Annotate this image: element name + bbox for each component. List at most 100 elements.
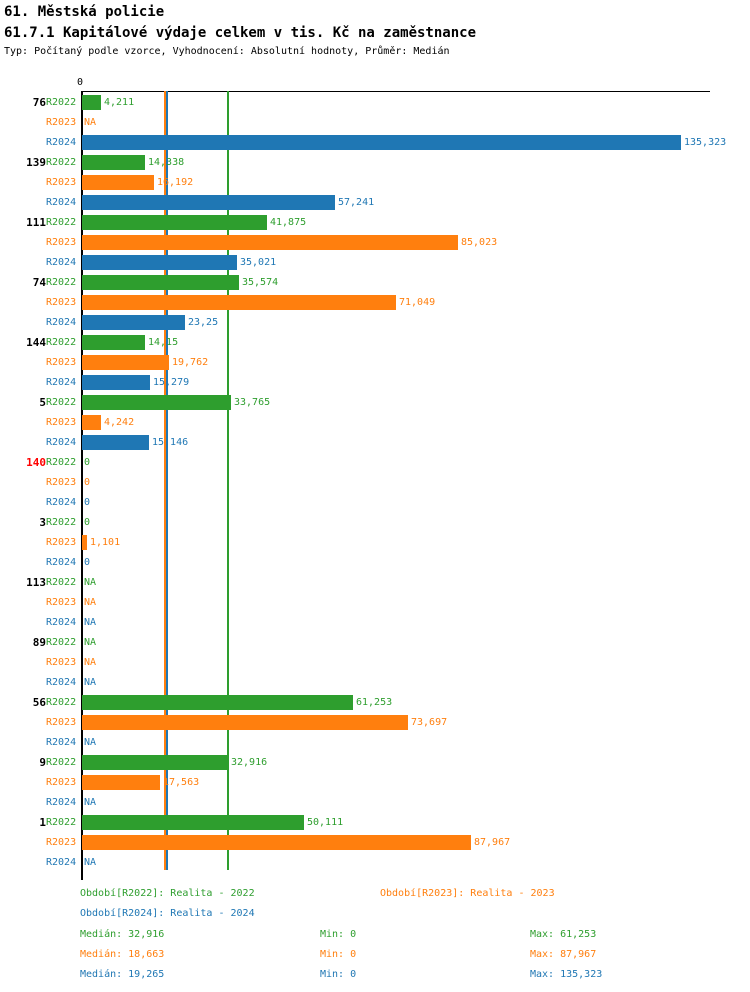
bar-value-label: 4,242 — [104, 417, 135, 428]
bar-value-label: 35,021 — [240, 257, 277, 268]
legend-entry-1: Období[R2022]: Realita - 2022 — [80, 888, 255, 899]
group-label-140: 140 — [26, 456, 46, 469]
bar-value-label: 15,279 — [153, 377, 190, 388]
series-label-r2022: R2022 — [46, 817, 77, 828]
group-label-5: 5 — [39, 396, 46, 409]
bar-r2024 — [82, 435, 149, 450]
series-label-r2022: R2022 — [46, 457, 77, 468]
series-label-r2024: R2024 — [46, 797, 77, 808]
median-line-r2024 — [166, 91, 168, 870]
series-label-r2024: R2024 — [46, 737, 77, 748]
series-label-r2023: R2023 — [46, 477, 77, 488]
bar-value-label: 19,762 — [172, 357, 209, 368]
bar-r2022 — [82, 395, 231, 410]
series-label-r2023: R2023 — [46, 237, 77, 248]
bar-r2022 — [82, 215, 267, 230]
bar-value-label: 0 — [84, 477, 91, 488]
bar-value-label: NA — [84, 597, 97, 608]
bar-value-label: 61,253 — [356, 697, 393, 708]
group-label-74: 74 — [32, 276, 46, 289]
series-label-r2023: R2023 — [46, 597, 77, 608]
bar-value-label: 87,967 — [474, 837, 511, 848]
series-label-r2022: R2022 — [46, 757, 77, 768]
bar-value-label: NA — [84, 677, 97, 688]
stat-max-1: Max: 61,253 — [530, 929, 597, 940]
median-line-r2023 — [164, 91, 166, 870]
series-label-r2024: R2024 — [46, 197, 77, 208]
bar-r2022 — [82, 155, 145, 170]
bar-r2023 — [82, 775, 160, 790]
stat-max-3: Max: 135,323 — [530, 969, 603, 980]
series-label-r2023: R2023 — [46, 417, 77, 428]
bar-value-label: 4,211 — [104, 97, 135, 108]
bar-value-label: 41,875 — [270, 217, 307, 228]
bar-value-label: 73,697 — [411, 717, 448, 728]
bar-value-label: 0 — [84, 497, 91, 508]
series-label-r2023: R2023 — [46, 837, 77, 848]
series-label-r2022: R2022 — [46, 517, 77, 528]
bar-r2023 — [82, 235, 458, 250]
group-label-144: 144 — [26, 336, 46, 349]
group-label-113: 113 — [26, 576, 46, 589]
group-label-76: 76 — [32, 96, 46, 109]
bar-value-label: 16,192 — [157, 177, 194, 188]
series-label-r2022: R2022 — [46, 157, 77, 168]
series-label-r2022: R2022 — [46, 697, 77, 708]
series-label-r2024: R2024 — [46, 437, 77, 448]
series-label-r2023: R2023 — [46, 117, 77, 128]
series-label-r2022: R2022 — [46, 277, 77, 288]
bar-r2024 — [82, 135, 681, 150]
series-label-r2023: R2023 — [46, 177, 77, 188]
bar-value-label: NA — [84, 797, 97, 808]
bar-r2022 — [82, 755, 228, 770]
bar-value-label: NA — [84, 117, 97, 128]
stat-median-3: Medián: 19,265 — [80, 969, 165, 980]
bar-r2023 — [82, 535, 87, 550]
bar-r2022 — [82, 95, 101, 110]
series-label-r2024: R2024 — [46, 497, 77, 508]
bar-value-label: 71,049 — [399, 297, 436, 308]
bar-value-label: NA — [84, 657, 97, 668]
series-label-r2023: R2023 — [46, 297, 77, 308]
group-label-1: 1 — [39, 816, 46, 829]
bar-value-label: 0 — [84, 557, 91, 568]
series-label-r2024: R2024 — [46, 317, 77, 328]
bar-r2022 — [82, 335, 145, 350]
stat-median-2: Medián: 18,663 — [80, 949, 165, 960]
legend-entry-3: Období[R2024]: Realita - 2024 — [80, 908, 255, 919]
bar-r2023 — [82, 415, 101, 430]
zero-axis-label: 0 — [77, 77, 84, 88]
stat-min-1: Min: 0 — [320, 929, 357, 940]
legend-entry-2: Období[R2023]: Realita - 2023 — [380, 888, 555, 899]
stat-min-3: Min: 0 — [320, 969, 357, 980]
page-header: 61. Městská policie 61.7.1 Kapitálové vý… — [0, 0, 750, 57]
series-label-r2022: R2022 — [46, 97, 77, 108]
bar-value-label: 23,25 — [188, 317, 219, 328]
series-label-r2022: R2022 — [46, 637, 77, 648]
bar-value-label: 32,916 — [231, 757, 268, 768]
bar-r2023 — [82, 715, 408, 730]
stat-max-2: Max: 87,967 — [530, 949, 597, 960]
bar-r2022 — [82, 275, 239, 290]
series-label-r2023: R2023 — [46, 717, 77, 728]
group-label-139: 139 — [26, 156, 46, 169]
bar-value-label: 0 — [84, 457, 91, 468]
series-label-r2024: R2024 — [46, 257, 77, 268]
bar-r2024 — [82, 195, 335, 210]
page-subtitle: 61.7.1 Kapitálové výdaje celkem v tis. K… — [4, 25, 477, 41]
bar-r2024 — [82, 315, 185, 330]
series-label-r2022: R2022 — [46, 577, 77, 588]
group-label-3: 3 — [39, 516, 46, 529]
bar-value-label: 14,15 — [148, 337, 179, 348]
series-label-r2022: R2022 — [46, 217, 77, 228]
bar-value-label: 35,574 — [242, 277, 279, 288]
bar-value-label: 135,323 — [684, 137, 727, 148]
bar-value-label: NA — [84, 577, 97, 588]
group-label-111: 111 — [26, 216, 46, 229]
zero-axis-line — [81, 91, 83, 880]
bar-value-label: 85,023 — [461, 237, 498, 248]
series-label-r2024: R2024 — [46, 857, 77, 868]
median-line-r2022 — [227, 91, 229, 870]
bar-r2022 — [82, 695, 353, 710]
